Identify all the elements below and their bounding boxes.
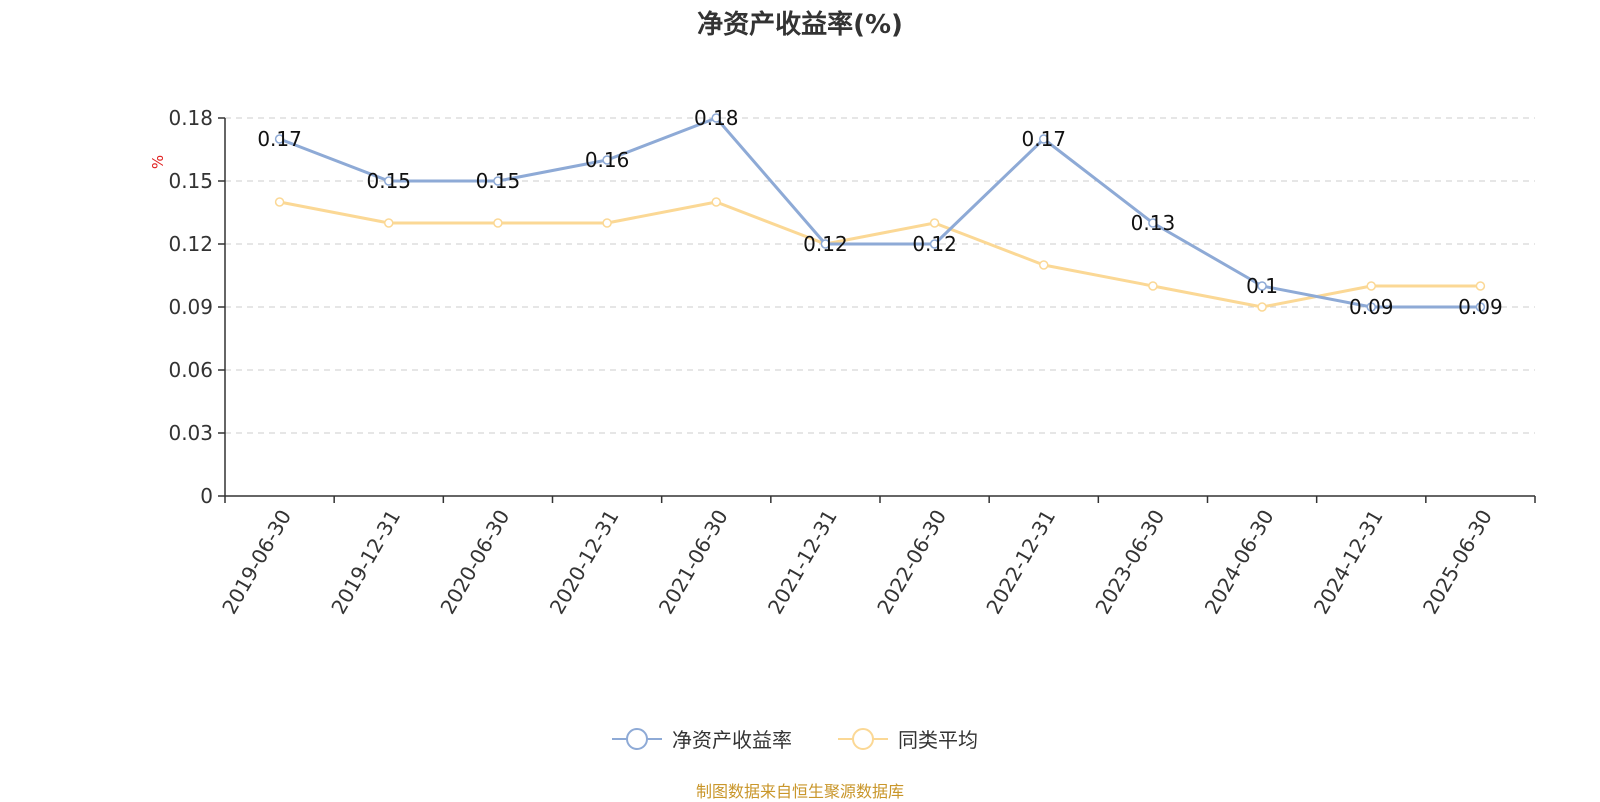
axes: % 0 0.03 0.06 0.09 0.12 0.15 0.18 2019-06-30 201… [149, 106, 1536, 619]
data-point [1148, 281, 1158, 291]
data-label: 0.12 [803, 232, 848, 256]
y-tick-label: 0.15 [168, 169, 213, 193]
y-tick-label: 0.18 [168, 106, 213, 130]
y-tick-label: 0.03 [168, 421, 213, 445]
series-line [279, 116, 1481, 309]
grid-lines [225, 117, 1535, 434]
data-point [711, 113, 721, 123]
source-note: 制图数据来自恒生聚源数据库 [695, 782, 904, 801]
x-tick-label: 2020-06-30 [435, 505, 514, 618]
data-point [602, 155, 612, 165]
data-point [1257, 281, 1267, 291]
data-label: 0.17 [257, 127, 302, 151]
legend-marker [852, 728, 874, 750]
x-tick-label: 2020-12-31 [545, 506, 624, 619]
data-point [274, 134, 285, 144]
data-label: 0.13 [1131, 211, 1176, 235]
data-point [929, 239, 940, 249]
x-tick-label: 2022-06-30 [872, 505, 951, 618]
x-tick-label: 2019-12-31 [326, 506, 405, 619]
data-point [1148, 218, 1158, 228]
y-axis-unit: % [149, 155, 167, 169]
x-tick-label: 2022-12-31 [981, 506, 1060, 619]
x-tick-label: 2021-12-31 [763, 506, 842, 619]
data-point [1366, 302, 1376, 312]
data-point [384, 218, 394, 228]
data-point [1039, 260, 1049, 270]
y-tick-label: 0.12 [168, 232, 213, 256]
x-tick-label: 2025-06-30 [1418, 506, 1497, 619]
data-point [1475, 302, 1486, 312]
legend: 净资产收益率 同类平均 [612, 728, 978, 752]
data-point [1039, 134, 1049, 144]
y-tick-label: 0 [200, 484, 213, 508]
data-point [929, 218, 940, 228]
data-point [820, 239, 831, 249]
data-label: 0.16 [585, 148, 630, 172]
data-label: 0.1 [1246, 274, 1278, 298]
x-tick-label: 2024-12-31 [1309, 506, 1388, 619]
x-tick-label: 2019-06-30 [217, 506, 296, 619]
data-label: 0.09 [1349, 295, 1394, 319]
x-tick-label: 2024-06-30 [1200, 506, 1279, 619]
chart-title: 净资产收益率(%) [697, 10, 903, 40]
legend-label: 净资产收益率 [672, 728, 792, 752]
data-labels: 0.17 0.15 0.15 0.16 0.18 0.12 0.12 0.17 0.13 0.1 0… [257, 106, 1502, 319]
data-point [493, 176, 503, 186]
legend-marker [626, 728, 648, 750]
x-tick-label: 2021-06-30 [654, 506, 733, 619]
data-label: 0.12 [912, 232, 957, 256]
data-point [493, 218, 503, 228]
data-label: 0.17 [1021, 127, 1066, 151]
data-label: 0.18 [694, 106, 739, 130]
series-lines [274, 113, 1486, 312]
x-tick-label: 2023-06-30 [1090, 506, 1169, 619]
data-point [602, 218, 612, 228]
data-point [1475, 281, 1486, 291]
data-label: 0.15 [366, 169, 411, 193]
y-tick-label: 0.09 [168, 295, 213, 319]
data-label: 0.15 [476, 169, 521, 193]
legend-label: 同类平均 [898, 728, 978, 752]
data-point [1257, 302, 1267, 312]
series-line [279, 200, 1481, 309]
y-tick-label: 0.06 [168, 358, 213, 382]
data-point [711, 197, 721, 207]
data-point [274, 197, 285, 207]
data-point [1366, 281, 1376, 291]
data-point [384, 176, 394, 186]
data-label: 0.09 [1458, 295, 1503, 319]
